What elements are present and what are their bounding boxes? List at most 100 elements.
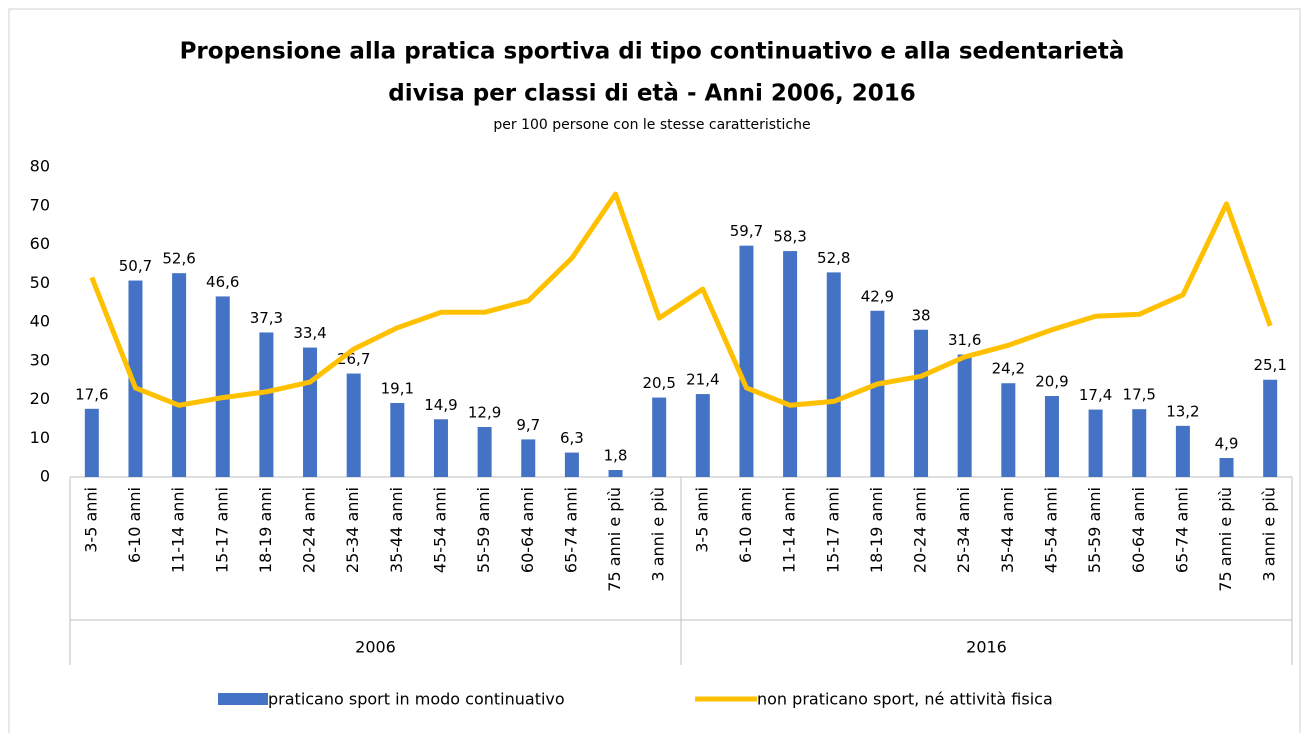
x-tick-label: 60-64 anni	[1129, 487, 1148, 573]
x-tick-label: 45-54 anni	[430, 487, 449, 573]
bar	[303, 347, 318, 477]
x-tick-label: 25-34 anni	[954, 487, 973, 573]
bar	[957, 354, 972, 477]
data-label: 13,2	[1166, 402, 1199, 420]
x-tick-label: 35-44 anni	[998, 487, 1017, 573]
y-tick-label: 70	[30, 195, 50, 214]
x-tick-label: 55-59 anni	[1085, 487, 1104, 573]
x-tick-label: 11-14 anni	[169, 487, 188, 573]
data-label: 1,8	[604, 447, 628, 465]
data-label: 21,4	[686, 371, 719, 389]
x-tick-label: 11-14 anni	[780, 487, 799, 573]
x-tick-label: 15-17 anni	[823, 487, 842, 573]
data-label: 59,7	[730, 222, 763, 240]
bar	[390, 402, 405, 477]
chart-subtitle: per 100 persone con le stesse caratteris…	[493, 117, 810, 133]
bar	[346, 373, 361, 477]
data-label: 20,9	[1035, 373, 1068, 391]
y-tick-label: 80	[30, 157, 50, 176]
x-tick-label: 6-10 anni	[125, 487, 144, 563]
data-label: 20,5	[642, 374, 675, 392]
y-tick-label: 10	[30, 428, 50, 447]
x-tick-label: 3 anni e più	[649, 487, 668, 582]
bar	[1263, 379, 1278, 477]
data-label: 33,4	[293, 324, 326, 342]
bar	[826, 272, 841, 477]
y-tick-label: 60	[30, 234, 50, 253]
bar	[739, 245, 754, 477]
x-tick-label: 35-44 anni	[387, 487, 406, 573]
bar	[608, 470, 623, 477]
data-label: 58,3	[773, 228, 806, 246]
x-tick-label: 3-5 anni	[81, 487, 100, 553]
bar	[870, 310, 885, 477]
x-tick-label: 20-24 anni	[911, 487, 930, 573]
line	[89, 191, 1273, 408]
bar	[521, 439, 536, 477]
bar	[477, 427, 492, 477]
data-label: 31,6	[948, 331, 981, 349]
y-tick-label: 50	[30, 273, 50, 292]
legend-label: praticano sport in modo continuativo	[268, 690, 565, 709]
x-tick-label: 3-5 anni	[692, 487, 711, 553]
bar	[652, 397, 667, 477]
bar	[783, 251, 798, 477]
data-label: 17,5	[1123, 386, 1156, 404]
x-tick-label: 20-24 anni	[300, 487, 319, 573]
data-label: 24,2	[992, 360, 1025, 378]
bar	[172, 273, 187, 477]
y-tick-label: 30	[30, 350, 50, 369]
data-label: 6,3	[560, 429, 584, 447]
bar	[84, 408, 99, 477]
x-tick-label: 65-74 anni	[1172, 487, 1191, 573]
x-tick-label: 6-10 anni	[736, 487, 755, 563]
bar	[1175, 425, 1190, 477]
data-label: 46,6	[206, 273, 239, 291]
bar	[1001, 383, 1016, 477]
x-tick-label: 55-59 anni	[474, 487, 493, 573]
data-label: 17,4	[1079, 386, 1112, 404]
bar	[259, 332, 274, 477]
chart-title: Propensione alla pratica sportiva di tip…	[180, 39, 1125, 65]
bar	[1088, 409, 1103, 477]
bar	[215, 296, 230, 477]
data-label: 42,9	[861, 287, 894, 305]
x-tick-label: 15-17 anni	[212, 487, 231, 573]
data-label: 52,6	[162, 250, 195, 268]
data-label: 14,9	[424, 396, 457, 414]
chart-title: divisa per classi di età - Anni 2006, 20…	[388, 81, 915, 107]
x-tick-label: 45-54 anni	[1041, 487, 1060, 573]
data-label: 37,3	[250, 309, 283, 327]
y-tick-label: 0	[40, 467, 50, 486]
x-tick-label: 3 anni e più	[1260, 487, 1279, 582]
data-label: 4,9	[1215, 435, 1239, 453]
x-tick-label: 18-19 anni	[867, 487, 886, 573]
bar	[564, 452, 579, 477]
y-tick-label: 20	[30, 389, 50, 408]
data-label: 52,8	[817, 249, 850, 267]
data-label: 25,1	[1253, 356, 1286, 374]
data-label: 38	[911, 306, 930, 324]
x-tick-label: 65-74 anni	[561, 487, 580, 573]
bar	[128, 280, 143, 477]
group-label: 2006	[355, 638, 396, 657]
bar	[433, 419, 448, 477]
data-label: 19,1	[381, 379, 414, 397]
group-label: 2016	[966, 638, 1007, 657]
x-tick-label: 25-34 anni	[343, 487, 362, 573]
x-tick-label: 18-19 anni	[256, 487, 275, 573]
bar	[1132, 409, 1147, 477]
x-tick-label: 75 anni e più	[1216, 487, 1235, 592]
bar	[695, 394, 710, 477]
bar	[1219, 458, 1234, 477]
bar	[1044, 396, 1059, 477]
legend-label: non praticano sport, né attività fisica	[757, 690, 1053, 709]
legend-swatch	[218, 693, 268, 705]
data-label: 17,6	[75, 385, 108, 403]
data-label: 50,7	[119, 257, 152, 275]
x-tick-label: 60-64 anni	[518, 487, 537, 573]
y-tick-label: 40	[30, 312, 50, 331]
bar	[914, 329, 929, 477]
x-tick-label: 75 anni e più	[605, 487, 624, 592]
